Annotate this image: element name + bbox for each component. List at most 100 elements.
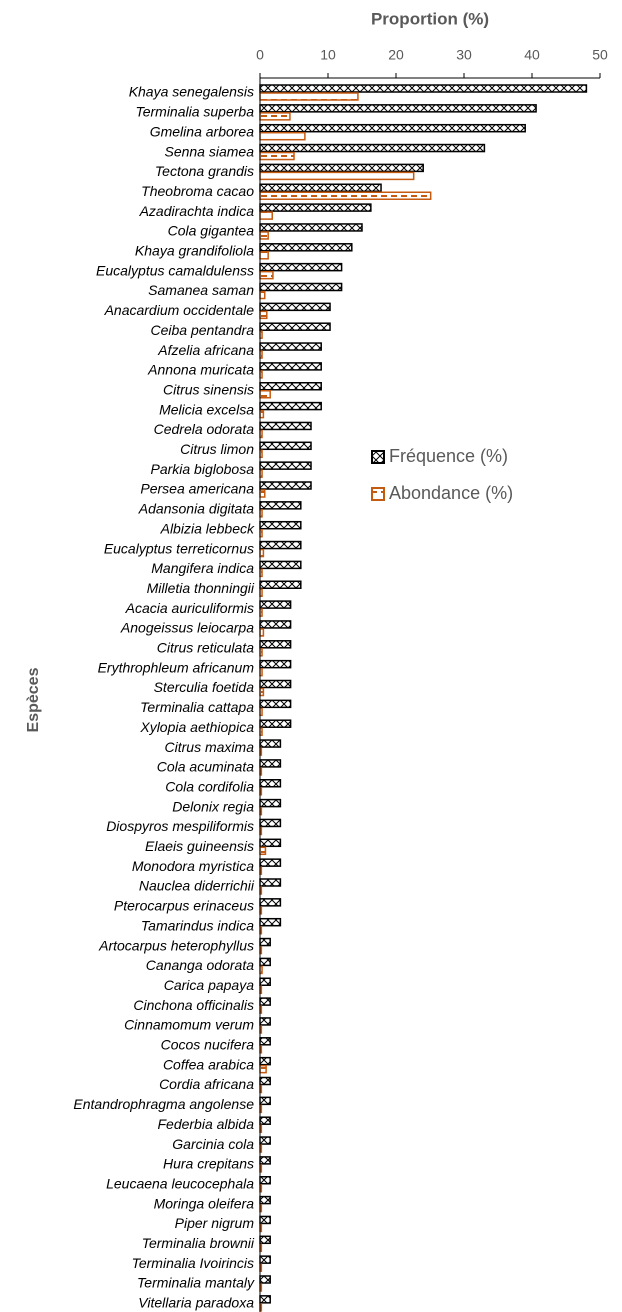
bar xyxy=(259,1136,271,1145)
bar xyxy=(259,779,282,788)
y-tick-label: Anogeissus leiocarpa xyxy=(120,620,254,636)
y-tick-label: Mangifera indica xyxy=(151,560,254,576)
bar xyxy=(259,302,331,312)
y-tick-label: Adansonia digitata xyxy=(138,501,254,517)
x-tick-label: 30 xyxy=(456,47,472,63)
bar xyxy=(259,441,312,451)
y-tick-label: Cocos nucifera xyxy=(161,1037,255,1053)
bar xyxy=(259,640,292,649)
bar xyxy=(259,548,265,558)
bar xyxy=(259,846,267,856)
bar xyxy=(259,501,302,510)
y-tick-label: Terminalia brownii xyxy=(142,1235,255,1251)
y-tick-label: Annona muricata xyxy=(147,362,254,378)
bar xyxy=(259,243,353,252)
bar xyxy=(259,1255,271,1264)
y-tick-label: Tamarindus indica xyxy=(141,917,254,933)
bar xyxy=(259,878,282,887)
bar xyxy=(259,699,292,709)
bar xyxy=(259,231,269,240)
y-tick-label: Garcinia cola xyxy=(172,1136,254,1152)
bar xyxy=(259,104,537,113)
y-tick-label: Melicia excelsa xyxy=(159,401,254,417)
bar xyxy=(259,171,415,181)
y-tick-label: Delonix regia xyxy=(172,798,254,814)
y-tick-label: Samanea saman xyxy=(148,282,254,298)
bar xyxy=(259,580,302,589)
bar xyxy=(259,382,322,391)
bar xyxy=(259,390,271,399)
bar xyxy=(259,131,306,141)
y-tick-label: Afzelia africana xyxy=(157,342,254,358)
bar xyxy=(259,203,372,212)
x-axis-title: Proportion (%) xyxy=(371,9,489,28)
y-tick-label: Azadirachta indica xyxy=(139,203,255,219)
y-tick-label: Terminalia Ivoirincis xyxy=(132,1255,254,1271)
bar xyxy=(259,251,269,260)
bar xyxy=(259,1176,271,1185)
bar xyxy=(259,211,273,220)
bar xyxy=(259,1156,271,1165)
legend-label: Abondance (%) xyxy=(389,483,513,503)
bar xyxy=(259,628,265,637)
y-tick-label: Monodora myristica xyxy=(132,858,254,874)
y-tick-label: Citrus reticulata xyxy=(157,640,254,656)
bar xyxy=(259,262,343,272)
bar xyxy=(259,838,282,848)
bar xyxy=(259,123,526,133)
bar xyxy=(259,957,271,967)
bar xyxy=(259,481,312,490)
bar xyxy=(259,977,271,986)
bar xyxy=(259,759,282,768)
x-tick-label: 40 xyxy=(524,47,540,63)
y-tick-label: Terminalia cattapa xyxy=(140,699,254,715)
legend-label: Fréquence (%) xyxy=(389,446,508,466)
bar xyxy=(259,600,292,609)
bar xyxy=(259,1037,271,1046)
y-tick-label: Cordia africana xyxy=(159,1076,254,1092)
y-tick-label: Albizia lebbeck xyxy=(160,520,255,536)
bar xyxy=(259,92,359,101)
y-tick-label: Milletia thonningii xyxy=(147,580,255,596)
bar xyxy=(259,223,363,232)
y-tick-label: Tectona grandis xyxy=(155,163,254,179)
y-tick-label: Federbia albida xyxy=(157,1116,254,1132)
bar xyxy=(259,362,322,371)
y-tick-label: Acacia auriculiformis xyxy=(125,600,254,616)
y-tick-label: Parkia biglobosa xyxy=(150,461,254,477)
bar xyxy=(259,1295,271,1304)
y-tick-label: Anacardium occidentale xyxy=(104,302,255,318)
bar xyxy=(259,401,322,411)
y-tick-label: Cedrela odorata xyxy=(154,421,255,437)
bar xyxy=(259,489,266,498)
bar xyxy=(259,659,292,669)
y-tick-label: Terminalia superba xyxy=(135,104,254,120)
bar xyxy=(259,163,424,173)
y-tick-label: Leucaena leucocephala xyxy=(106,1175,254,1191)
legend-swatch xyxy=(371,450,385,464)
bar xyxy=(259,1116,271,1125)
y-tick-label: Vitellaria paradoxa xyxy=(138,1295,254,1311)
bar xyxy=(259,1076,271,1086)
bar xyxy=(259,322,331,331)
bar xyxy=(259,151,295,161)
x-tick-label: 10 xyxy=(320,47,336,63)
bar xyxy=(259,461,312,470)
bar xyxy=(259,679,292,689)
y-tick-label: Terminalia mantaly xyxy=(137,1275,255,1291)
y-tick-label: Cananga odorata xyxy=(146,957,254,973)
bar xyxy=(259,818,282,828)
y-tick-label: Moringa oleifera xyxy=(154,1195,255,1211)
y-tick-label: Artocarpus heterophyllus xyxy=(98,937,254,953)
bar xyxy=(259,739,282,748)
bar xyxy=(259,290,266,300)
bar xyxy=(259,270,274,280)
bar xyxy=(259,1064,267,1074)
y-tick-label: Cola acuminata xyxy=(157,759,254,775)
y-tick-label: Khaya grandifoliola xyxy=(135,243,254,259)
bar xyxy=(259,1235,271,1245)
y-tick-label: Citrus sinensis xyxy=(163,381,254,397)
y-tick-label: Cola cordifolia xyxy=(165,778,254,794)
y-tick-label: Coffea arabica xyxy=(163,1056,254,1072)
